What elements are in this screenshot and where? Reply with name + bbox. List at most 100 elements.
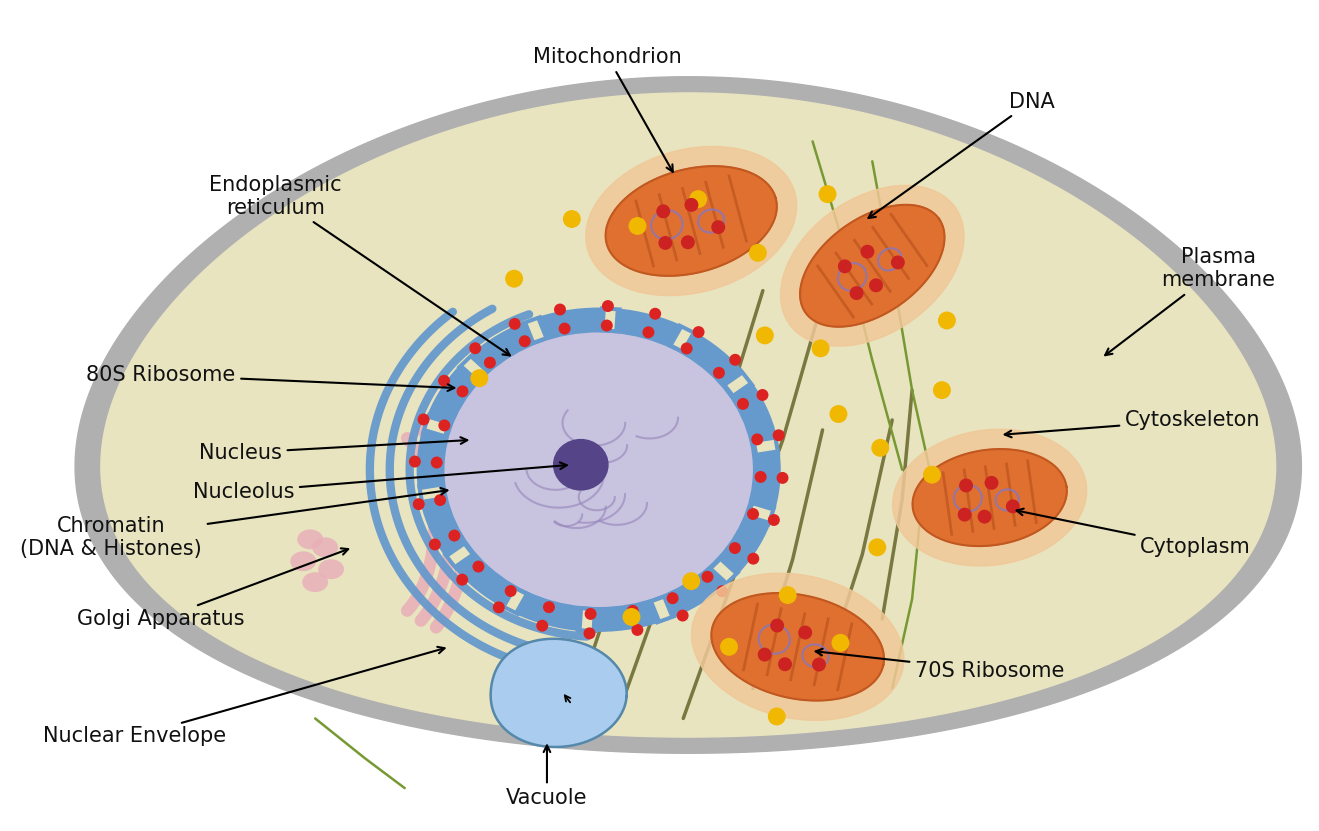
Ellipse shape <box>749 243 766 262</box>
Ellipse shape <box>959 479 973 493</box>
Text: 70S Ribosome: 70S Ribosome <box>815 649 1064 681</box>
Ellipse shape <box>290 551 317 571</box>
Polygon shape <box>422 487 442 499</box>
Text: Plasma
membrane: Plasma membrane <box>1105 247 1275 355</box>
Ellipse shape <box>518 335 530 347</box>
Ellipse shape <box>623 608 641 626</box>
Ellipse shape <box>811 339 830 357</box>
Ellipse shape <box>720 638 737 656</box>
Ellipse shape <box>505 585 517 597</box>
Ellipse shape <box>434 494 446 506</box>
Ellipse shape <box>770 618 783 632</box>
Polygon shape <box>421 412 452 440</box>
Ellipse shape <box>438 375 450 386</box>
Ellipse shape <box>302 573 328 593</box>
Ellipse shape <box>923 465 940 484</box>
Polygon shape <box>582 611 592 629</box>
Text: Cytoplasm: Cytoplasm <box>1017 509 1250 558</box>
Text: Nucleus: Nucleus <box>199 437 467 463</box>
Ellipse shape <box>714 367 725 379</box>
Ellipse shape <box>757 389 769 401</box>
Text: Endoplasmic
reticulum: Endoplasmic reticulum <box>208 175 510 356</box>
Ellipse shape <box>627 605 638 617</box>
Polygon shape <box>506 590 524 611</box>
Ellipse shape <box>831 634 849 652</box>
Ellipse shape <box>559 322 571 335</box>
Text: Nucleolus: Nucleolus <box>193 462 567 502</box>
Text: Chromatin
(DNA & Histones): Chromatin (DNA & Histones) <box>20 488 447 559</box>
Polygon shape <box>751 434 781 459</box>
Ellipse shape <box>431 456 443 469</box>
Ellipse shape <box>813 657 826 671</box>
Ellipse shape <box>649 307 661 320</box>
Ellipse shape <box>318 559 344 579</box>
Text: Golgi Apparatus: Golgi Apparatus <box>78 548 348 629</box>
Ellipse shape <box>456 386 468 397</box>
Ellipse shape <box>933 381 951 399</box>
Polygon shape <box>711 593 884 701</box>
Ellipse shape <box>601 300 613 312</box>
Polygon shape <box>673 329 691 349</box>
Ellipse shape <box>777 472 789 484</box>
Ellipse shape <box>685 198 698 212</box>
Ellipse shape <box>838 259 852 273</box>
Polygon shape <box>450 546 470 564</box>
Ellipse shape <box>860 244 874 258</box>
Ellipse shape <box>773 430 785 441</box>
Ellipse shape <box>729 542 741 554</box>
Text: Vacuole: Vacuole <box>506 745 588 808</box>
Ellipse shape <box>849 286 864 300</box>
Ellipse shape <box>868 538 886 556</box>
Ellipse shape <box>984 476 998 489</box>
Polygon shape <box>456 352 491 385</box>
Ellipse shape <box>657 204 670 219</box>
Polygon shape <box>801 204 944 327</box>
Ellipse shape <box>413 499 425 510</box>
Ellipse shape <box>747 508 758 520</box>
Ellipse shape <box>890 255 905 269</box>
Ellipse shape <box>729 354 741 366</box>
Ellipse shape <box>702 571 714 583</box>
Ellipse shape <box>938 312 956 329</box>
Ellipse shape <box>754 471 766 483</box>
Ellipse shape <box>958 508 972 522</box>
Ellipse shape <box>666 593 679 604</box>
Polygon shape <box>745 499 777 527</box>
Polygon shape <box>706 555 741 588</box>
Ellipse shape <box>448 529 460 542</box>
Polygon shape <box>913 449 1067 546</box>
Ellipse shape <box>819 185 836 203</box>
Text: 80S Ribosome: 80S Ribosome <box>86 365 454 391</box>
Ellipse shape <box>438 420 450 431</box>
Polygon shape <box>605 166 777 276</box>
Ellipse shape <box>977 509 992 524</box>
Ellipse shape <box>798 626 813 640</box>
Ellipse shape <box>472 561 484 573</box>
Polygon shape <box>751 505 770 520</box>
Polygon shape <box>727 375 748 393</box>
Polygon shape <box>646 593 677 625</box>
Text: Mitochondrion: Mitochondrion <box>533 47 682 172</box>
Polygon shape <box>491 639 627 747</box>
Ellipse shape <box>872 439 889 457</box>
Polygon shape <box>417 480 446 506</box>
Ellipse shape <box>537 620 549 632</box>
Polygon shape <box>893 430 1087 566</box>
Ellipse shape <box>313 538 338 558</box>
Ellipse shape <box>470 342 481 354</box>
Ellipse shape <box>584 608 596 620</box>
Polygon shape <box>575 606 599 633</box>
Ellipse shape <box>471 369 488 387</box>
Ellipse shape <box>429 538 441 550</box>
Polygon shape <box>599 307 621 333</box>
Ellipse shape <box>601 320 613 332</box>
Ellipse shape <box>768 707 786 725</box>
Polygon shape <box>714 562 733 581</box>
Polygon shape <box>604 311 616 329</box>
Ellipse shape <box>509 318 521 330</box>
Ellipse shape <box>716 585 728 597</box>
Ellipse shape <box>417 307 781 632</box>
Polygon shape <box>426 419 447 434</box>
Ellipse shape <box>446 334 751 605</box>
Ellipse shape <box>869 278 882 293</box>
